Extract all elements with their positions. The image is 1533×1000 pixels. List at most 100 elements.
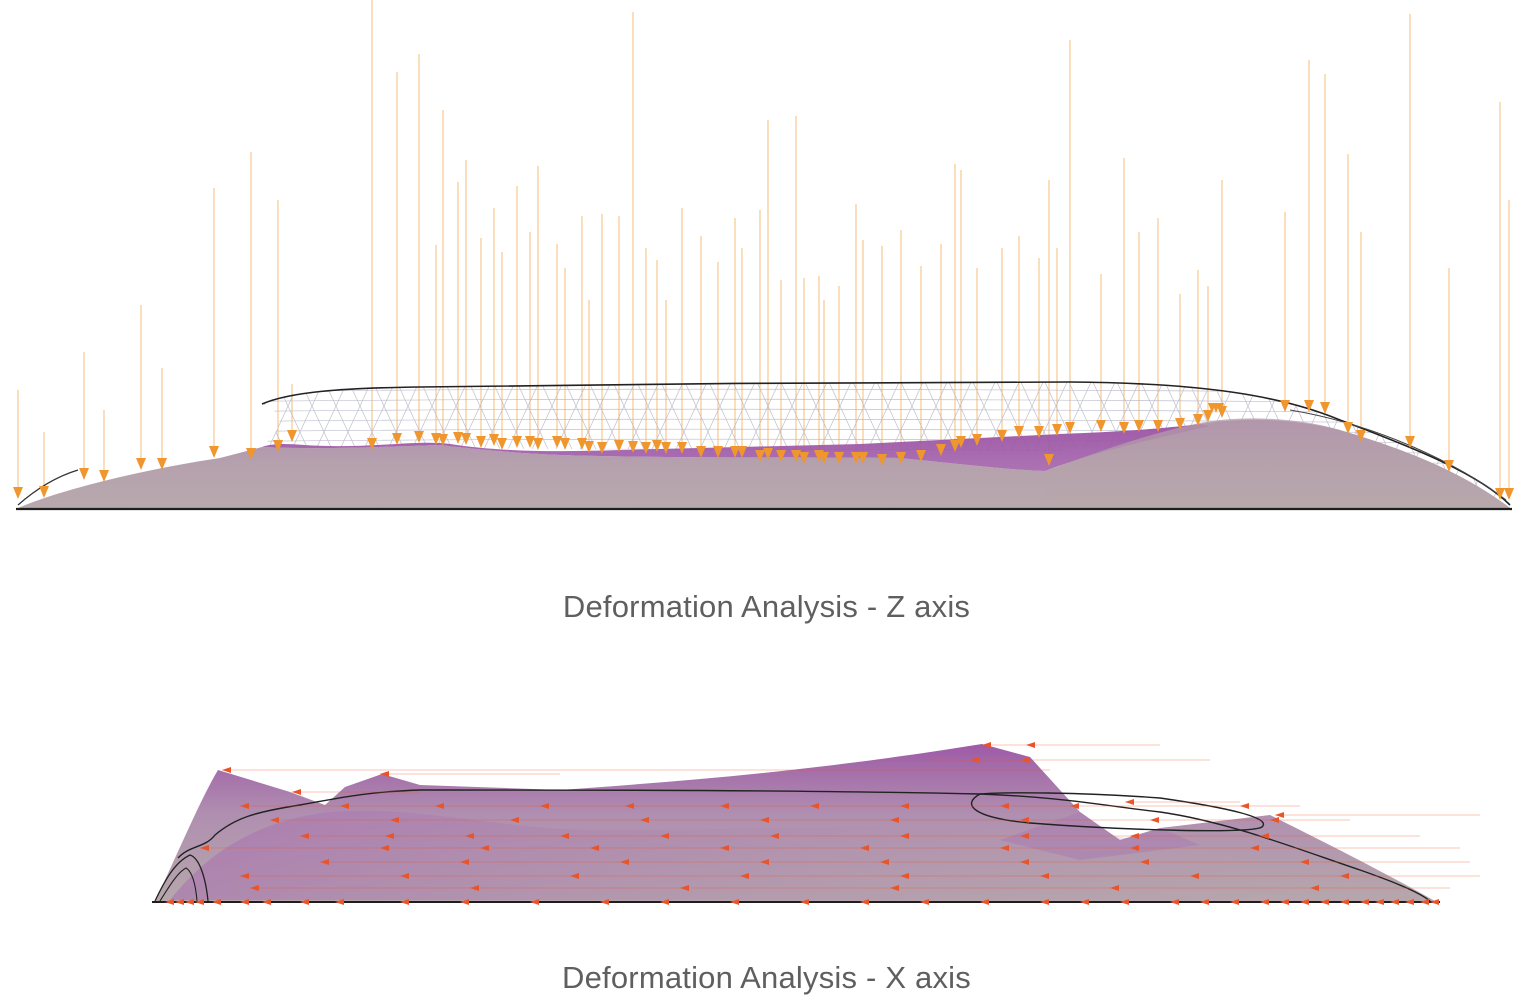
down-arrow-icon	[1495, 488, 1505, 500]
down-arrow-icon	[677, 442, 687, 454]
left-arrow-icon	[620, 859, 629, 865]
left-arrow-icon	[982, 742, 991, 748]
down-arrow-icon	[533, 438, 543, 450]
down-arrow-icon	[956, 436, 966, 448]
left-arrow-icon	[1070, 803, 1079, 809]
left-arrow-icon	[720, 845, 729, 851]
down-arrow-icon	[713, 446, 723, 458]
left-arrow-icon	[970, 757, 979, 763]
left-arrow-icon	[460, 859, 469, 865]
left-arrow-icon	[1080, 899, 1089, 905]
x-axis-deformation-svg	[152, 742, 1480, 905]
x-load-arrows	[165, 742, 1480, 905]
left-arrow-icon	[460, 899, 469, 905]
roof-outline-x-arch2	[159, 867, 198, 902]
left-arrow-icon	[1020, 833, 1029, 839]
left-arrow-icon	[195, 899, 204, 905]
down-arrow-icon	[834, 452, 844, 464]
down-arrow-icon	[1014, 426, 1024, 438]
left-arrow-icon	[380, 845, 389, 851]
roof-outline-right	[1289, 409, 1507, 501]
roof-outline-left	[17, 469, 79, 506]
left-arrow-icon	[1130, 845, 1139, 851]
left-arrow-icon	[1140, 859, 1149, 865]
left-arrow-icon	[890, 817, 899, 823]
left-arrow-icon	[1130, 833, 1139, 839]
left-arrow-icon	[1360, 899, 1369, 905]
left-arrow-icon	[810, 803, 819, 809]
down-arrow-icon	[641, 442, 651, 454]
down-arrow-icon	[157, 458, 167, 470]
down-arrow-icon	[246, 448, 256, 460]
left-arrow-icon	[385, 833, 394, 839]
down-arrow-icon	[453, 432, 463, 444]
left-arrow-icon	[540, 803, 549, 809]
roof-outline-x-loop	[970, 792, 1265, 832]
deformed-surface-z-right	[1045, 418, 1510, 508]
down-arrow-icon	[431, 433, 441, 445]
left-arrow-icon	[730, 899, 739, 905]
down-arrow-icon	[1134, 420, 1144, 432]
down-arrow-icon	[584, 441, 594, 453]
down-arrow-icon	[438, 434, 448, 446]
left-arrow-icon	[640, 817, 649, 823]
left-arrow-icon	[570, 873, 579, 879]
caption-z-axis: Deformation Analysis - Z axis	[562, 589, 971, 624]
left-arrow-icon	[1040, 899, 1049, 905]
left-arrow-icon	[292, 789, 301, 795]
down-arrow-icon	[461, 433, 471, 445]
left-arrow-icon	[335, 899, 344, 905]
left-arrow-icon	[300, 899, 309, 905]
down-arrow-icon	[819, 452, 829, 464]
left-arrow-icon	[1375, 899, 1384, 905]
down-arrow-icon	[916, 450, 926, 462]
down-arrow-icon	[367, 438, 377, 450]
left-arrow-icon	[1200, 899, 1209, 905]
down-arrow-icon	[1504, 488, 1514, 500]
down-arrow-icon	[1304, 400, 1314, 412]
roof-outline-top	[261, 381, 1511, 506]
left-arrow-icon	[1260, 833, 1269, 839]
down-arrow-icon	[1444, 460, 1454, 472]
left-arrow-icon	[590, 845, 599, 851]
down-arrow-icon	[730, 446, 740, 458]
left-arrow-icon	[1230, 899, 1239, 905]
down-arrow-icon	[273, 440, 283, 452]
down-arrow-icon	[851, 452, 861, 464]
left-arrow-icon	[1340, 873, 1349, 879]
left-arrow-icon	[1026, 742, 1035, 748]
left-arrow-icon	[1040, 873, 1049, 879]
down-arrow-icon	[13, 487, 23, 499]
left-arrow-icon	[1310, 885, 1319, 891]
down-arrow-icon	[287, 430, 297, 442]
down-arrow-icon	[877, 454, 887, 466]
left-arrow-icon	[165, 899, 174, 905]
left-arrow-icon	[560, 833, 569, 839]
left-arrow-icon	[600, 899, 609, 905]
down-arrow-icon	[1203, 410, 1213, 422]
left-arrow-icon	[212, 899, 221, 905]
down-arrow-icon	[392, 433, 402, 445]
down-arrow-icon	[489, 434, 499, 446]
left-arrow-icon	[1260, 899, 1269, 905]
left-arrow-icon	[890, 885, 899, 891]
down-arrow-icon	[1405, 436, 1415, 448]
left-arrow-icon	[480, 845, 489, 851]
z-axis-deformation-figure	[13, 0, 1514, 511]
down-arrow-icon	[1153, 420, 1163, 432]
down-arrow-icon	[1052, 424, 1062, 436]
left-arrow-icon	[1170, 899, 1179, 905]
left-arrow-icon	[1340, 899, 1349, 905]
left-arrow-icon	[240, 873, 249, 879]
down-arrow-icon	[1280, 400, 1290, 412]
left-arrow-icon	[390, 817, 399, 823]
left-arrow-icon	[400, 873, 409, 879]
left-arrow-icon	[175, 899, 184, 905]
down-arrow-icon	[696, 446, 706, 458]
left-arrow-icon	[270, 817, 279, 823]
down-arrow-icon	[652, 440, 662, 452]
left-arrow-icon	[240, 899, 249, 905]
down-arrow-icon	[99, 470, 109, 482]
down-arrow-icon	[950, 440, 960, 452]
down-arrow-icon	[1193, 414, 1203, 426]
